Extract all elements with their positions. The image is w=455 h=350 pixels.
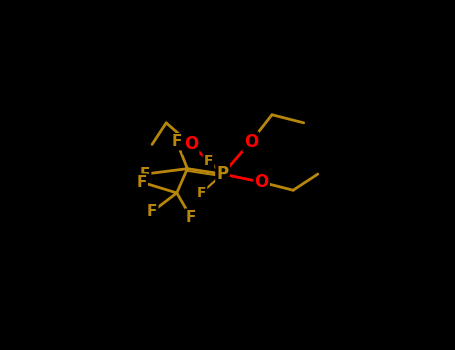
Text: O: O xyxy=(184,135,198,153)
Text: F: F xyxy=(204,154,213,168)
Text: F: F xyxy=(172,134,182,149)
Text: F: F xyxy=(197,186,206,200)
Text: F: F xyxy=(186,210,196,225)
Text: F: F xyxy=(136,175,147,190)
Text: P: P xyxy=(217,165,229,183)
Text: F: F xyxy=(140,167,150,182)
Text: F: F xyxy=(147,204,157,219)
Text: O: O xyxy=(254,173,268,191)
Text: O: O xyxy=(244,133,258,151)
